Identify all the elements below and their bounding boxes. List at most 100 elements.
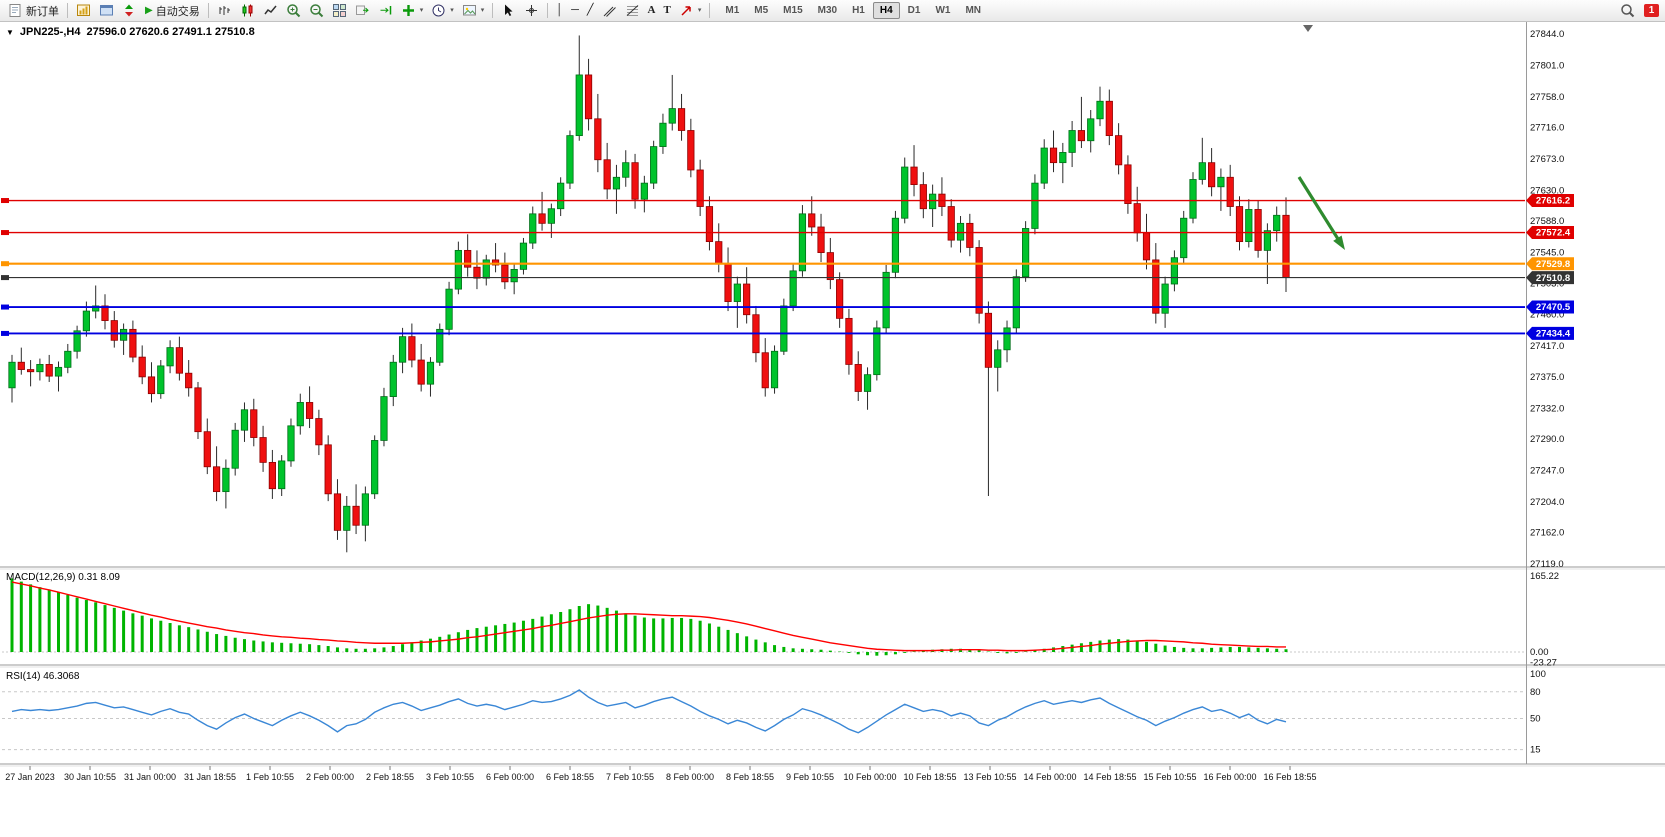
channel-icon [603,6,616,17]
notification-badge[interactable]: 1 [1644,4,1659,17]
autotrading-label: 自动交易 [155,5,200,18]
collapse-triangle-icon[interactable]: ▼ [6,27,14,37]
svg-text:27616.2: 27616.2 [1536,196,1570,207]
panel-frames [0,22,1665,767]
candles-layer [8,35,1290,553]
search-button[interactable] [1616,1,1639,21]
toolbar-separator [492,3,494,18]
templates-caret-icon: ▾ [480,7,485,14]
text-tool-button[interactable]: A [644,1,660,21]
svg-text:15: 15 [1530,745,1541,756]
arrows-icon [681,6,691,16]
svg-text:8 Feb 18:55: 8 Feb 18:55 [726,772,774,782]
timeframe-button-mn[interactable]: MN [958,2,988,19]
price-scale-labels: 27844.0 27801.0 27758.0 27716.0 27673.0 27630… [1530,29,1564,570]
label-tool-button[interactable]: T [660,1,675,21]
toolbar-right-group: 1 [1616,1,1661,21]
svg-text:16 Feb 18:55: 16 Feb 18:55 [1263,772,1316,782]
bar-chart-mode-button[interactable] [213,1,236,21]
svg-text:6 Feb 00:00: 6 Feb 00:00 [486,772,534,782]
svg-text:165.22: 165.22 [1530,571,1559,582]
text-icon: A [647,4,656,16]
svg-text:27673.0: 27673.0 [1530,154,1564,165]
timeframe-group: M1 M5 M15 M30 H1 H4 D1 W1 MN [718,2,988,19]
svg-text:27332.0: 27332.0 [1530,403,1564,414]
timeframe-button-m15[interactable]: M15 [776,2,809,19]
label-icon: T [663,4,671,16]
autotrading-button[interactable]: ▶ 自动交易 [141,1,204,21]
svg-text:27 Jan 2023: 27 Jan 2023 [5,772,55,782]
line-chart-mode-button[interactable] [259,1,282,21]
svg-text:27434.4: 27434.4 [1536,329,1571,340]
price-chart-canvas[interactable]: 27844.0 27801.0 27758.0 27716.0 27673.0 27630… [0,22,1665,837]
auto-scroll-button[interactable] [351,1,374,21]
svg-text:27247.0: 27247.0 [1530,465,1564,476]
tile-windows-button[interactable] [328,1,351,21]
chart-shift-icon [380,6,391,15]
timeframe-button-d1[interactable]: D1 [901,2,928,19]
line-chart-icon [264,5,277,15]
new-order-label: 新订单 [26,5,59,18]
svg-text:14 Feb 18:55: 14 Feb 18:55 [1083,772,1136,782]
svg-text:27630.0: 27630.0 [1530,185,1564,196]
templates-button[interactable]: ▾ [458,1,489,21]
horizontal-line-tool-button[interactable]: ─ [567,1,583,21]
periods-button[interactable]: ▾ [427,1,458,21]
svg-text:27290.0: 27290.0 [1530,434,1564,445]
new-order-icon [9,4,21,17]
timeframe-button-m30[interactable]: M30 [811,2,844,19]
zoom-out-button[interactable] [305,1,328,21]
time-axis: 27 Jan 2023 30 Jan 10:55 31 Jan 00:00 31 Ja… [5,766,1317,782]
chart-shift-marker [1303,25,1313,32]
svg-text:31 Jan 18:55: 31 Jan 18:55 [184,772,236,782]
timeframe-button-h1[interactable]: H1 [845,2,872,19]
arrows-tool-button[interactable]: ▾ [675,1,706,21]
trendline-tool-button[interactable]: ╱ [583,1,598,21]
crosshair-tool-button[interactable] [520,1,543,21]
svg-text:2 Feb 18:55: 2 Feb 18:55 [366,772,414,782]
chart-shift-button[interactable] [374,1,397,21]
macd-label: MACD(12,26,9) 0.31 8.09 [6,572,120,583]
main-toolbar: 新订单 ▶ 自动交易 ▾ ▾ [0,0,1665,22]
cursor-icon [505,4,513,16]
market-watch-icon [125,4,133,17]
chart-area[interactable]: ▼ JPN225-,H4 27596.0 27620.6 27491.1 275… [0,22,1665,837]
svg-text:50: 50 [1530,714,1541,725]
zoom-out-icon [309,4,323,18]
svg-text:10 Feb 18:55: 10 Feb 18:55 [903,772,956,782]
svg-text:6 Feb 18:55: 6 Feb 18:55 [546,772,594,782]
cursor-tool-button[interactable] [497,1,520,21]
svg-text:27758.0: 27758.0 [1530,92,1564,103]
svg-text:10 Feb 00:00: 10 Feb 00:00 [843,772,896,782]
svg-text:27119.0: 27119.0 [1530,559,1564,570]
svg-text:2 Feb 00:00: 2 Feb 00:00 [306,772,354,782]
new-chart-button[interactable] [72,1,95,21]
timeframe-button-h4[interactable]: H4 [872,2,900,19]
channel-tool-button[interactable] [598,1,621,21]
candlestick-mode-button[interactable] [236,1,259,21]
zoom-in-button[interactable] [282,1,305,21]
autotrading-play-icon: ▶ [145,4,153,16]
timeframe-button-w1[interactable]: W1 [928,2,957,19]
fibonacci-tool-button[interactable] [621,1,644,21]
zoom-in-icon [286,4,300,18]
svg-text:100: 100 [1530,669,1546,680]
svg-text:27417.0: 27417.0 [1530,341,1564,352]
market-watch-button[interactable] [118,1,141,21]
svg-text:27375.0: 27375.0 [1530,372,1564,383]
svg-text:1 Feb 10:55: 1 Feb 10:55 [246,772,294,782]
vertical-line-tool-button[interactable]: │ [552,1,567,21]
new-order-button[interactable]: 新订单 [4,1,63,21]
template-image-icon [462,5,476,16]
profiles-button[interactable] [95,1,118,21]
indicators-button[interactable]: ▾ [397,1,428,21]
svg-text:31 Jan 00:00: 31 Jan 00:00 [124,772,176,782]
timeframe-button-m1[interactable]: M1 [718,2,746,19]
svg-text:27204.0: 27204.0 [1530,497,1564,508]
svg-text:-23.27: -23.27 [1530,658,1557,669]
timeframe-button-m5[interactable]: M5 [747,2,775,19]
svg-text:16 Feb 00:00: 16 Feb 00:00 [1203,772,1256,782]
crosshair-icon [526,5,538,16]
svg-text:27510.8: 27510.8 [1536,273,1570,284]
svg-text:0.00: 0.00 [1530,647,1549,658]
